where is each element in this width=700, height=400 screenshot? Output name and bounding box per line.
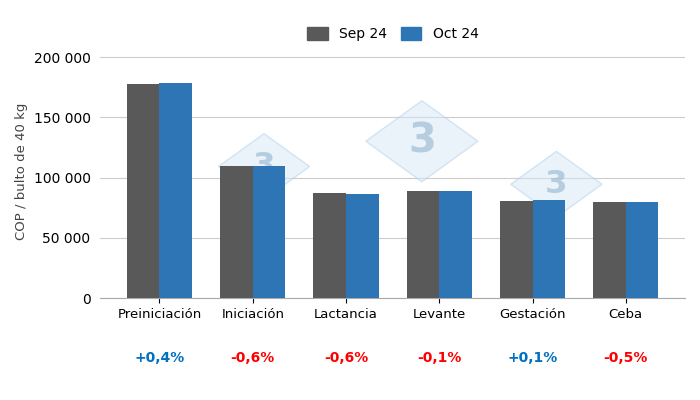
Bar bbox=[626, 202, 659, 298]
Y-axis label: COP / bulto de 40 kg: COP / bulto de 40 kg bbox=[15, 103, 28, 240]
Text: 3: 3 bbox=[253, 151, 275, 182]
Text: -0,5%: -0,5% bbox=[603, 351, 648, 365]
Text: -0,6%: -0,6% bbox=[324, 351, 368, 365]
Polygon shape bbox=[365, 101, 478, 182]
Bar bbox=[314, 193, 346, 298]
Polygon shape bbox=[218, 134, 309, 200]
Bar bbox=[500, 200, 533, 298]
Text: 3: 3 bbox=[545, 169, 568, 200]
Text: 3: 3 bbox=[408, 121, 435, 161]
Text: +0,4%: +0,4% bbox=[134, 351, 185, 365]
Bar bbox=[440, 191, 472, 298]
Text: -0,1%: -0,1% bbox=[417, 351, 461, 365]
Bar bbox=[220, 166, 253, 298]
Bar bbox=[407, 191, 440, 298]
Bar bbox=[346, 194, 379, 298]
Bar bbox=[593, 202, 626, 298]
Bar bbox=[533, 200, 565, 298]
Legend: Sep 24, Oct 24: Sep 24, Oct 24 bbox=[301, 22, 484, 47]
Bar bbox=[127, 84, 160, 298]
Text: +0,1%: +0,1% bbox=[508, 351, 558, 365]
Bar bbox=[253, 166, 286, 298]
Text: -0,6%: -0,6% bbox=[230, 351, 275, 365]
Bar bbox=[160, 83, 192, 298]
Polygon shape bbox=[511, 151, 602, 217]
